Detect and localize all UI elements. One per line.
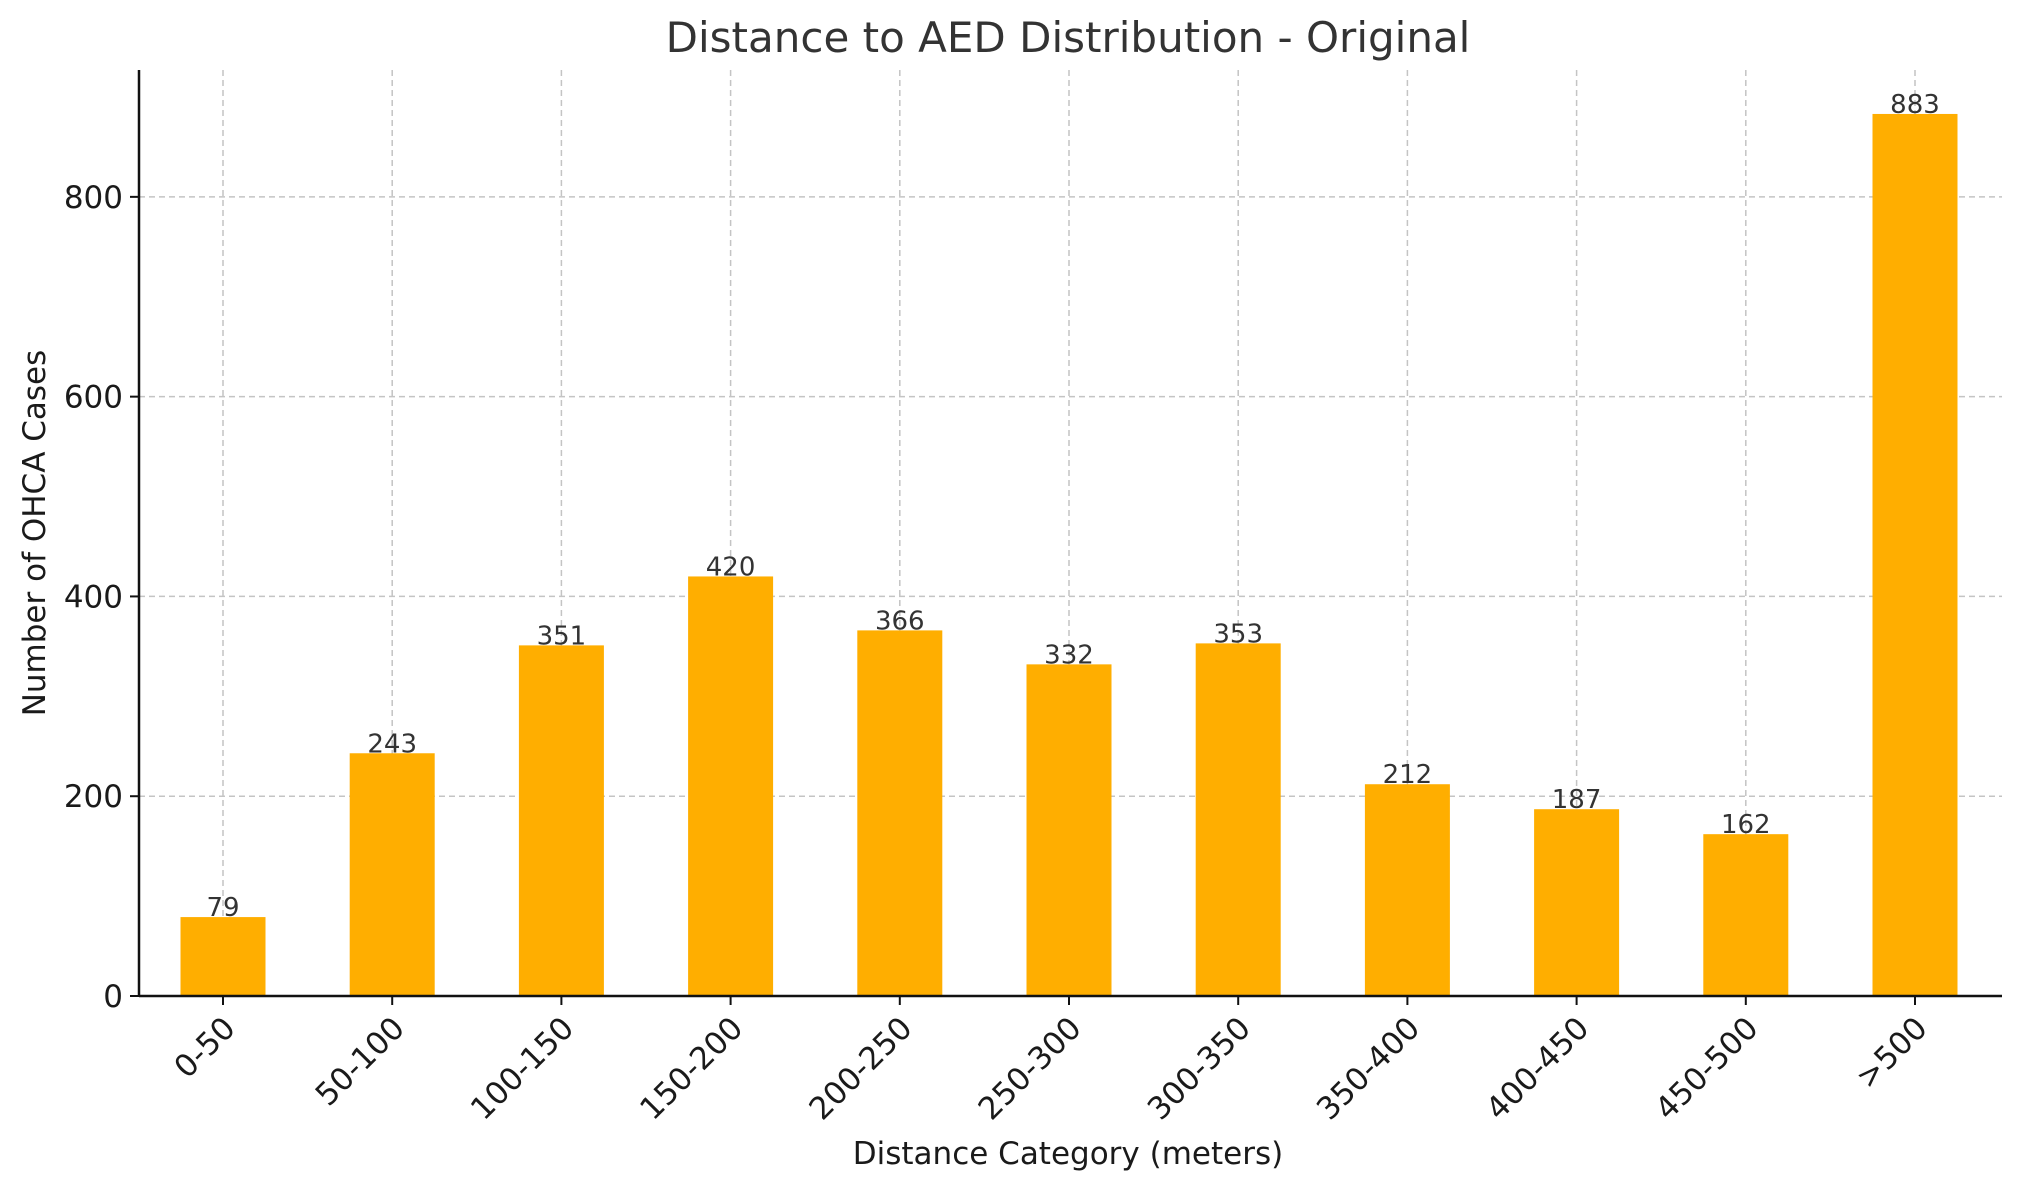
data-labels-layer: 79 243 351 420 366 332 353 212 187 162 883: [206, 90, 1939, 923]
data-label: 351: [537, 621, 587, 651]
data-label: 353: [1213, 619, 1263, 649]
y-ticks: 0 200 400 600 800: [64, 180, 139, 1015]
bars-layer: [180, 113, 1958, 997]
bar: [1872, 113, 1958, 997]
data-label: 162: [1721, 810, 1771, 840]
data-label: 212: [1383, 760, 1433, 790]
x-tick-label: 250-300: [972, 1010, 1089, 1127]
x-tick-label: 150-200: [633, 1010, 750, 1127]
bar: [1703, 834, 1789, 996]
data-label: 332: [1044, 640, 1094, 670]
bar: [1195, 643, 1281, 996]
x-tick-label: 200-250: [802, 1010, 919, 1127]
data-label: 243: [367, 729, 417, 759]
y-tick-label: 400: [64, 579, 123, 615]
bar: [1026, 664, 1112, 996]
bar: [518, 645, 604, 996]
data-label: 420: [706, 552, 756, 582]
x-tick-label: >500: [1849, 1010, 1935, 1096]
bar: [180, 917, 266, 996]
bar: [857, 630, 943, 996]
bar: [1364, 784, 1450, 996]
bar: [349, 753, 435, 996]
bar: [688, 576, 774, 996]
y-tick-label: 200: [64, 779, 123, 815]
data-label: 79: [206, 893, 239, 923]
x-ticks: 0-50 50-100 100-150 150-200 200-250 250-300 30…: [167, 996, 1935, 1127]
x-tick-label: 300-350: [1141, 1010, 1258, 1127]
data-label: 366: [875, 606, 925, 636]
x-tick-label: 50-100: [309, 1010, 412, 1113]
chart-title: Distance to AED Distribution - Original: [666, 13, 1471, 62]
x-tick-label: 350-400: [1310, 1010, 1427, 1127]
y-axis-label: Number of OHCA Cases: [17, 350, 53, 717]
y-tick-label: 0: [103, 979, 123, 1015]
bar: [1534, 809, 1620, 996]
y-tick-label: 600: [64, 380, 123, 416]
data-label: 187: [1552, 785, 1602, 815]
x-tick-label: 400-450: [1479, 1010, 1596, 1127]
x-tick-label: 0-50: [167, 1010, 242, 1085]
data-label: 883: [1890, 90, 1940, 120]
x-tick-label: 450-500: [1648, 1010, 1765, 1127]
x-axis-label: Distance Category (meters): [853, 1136, 1283, 1172]
y-tick-label: 800: [64, 180, 123, 216]
x-tick-label: 100-150: [464, 1010, 581, 1127]
